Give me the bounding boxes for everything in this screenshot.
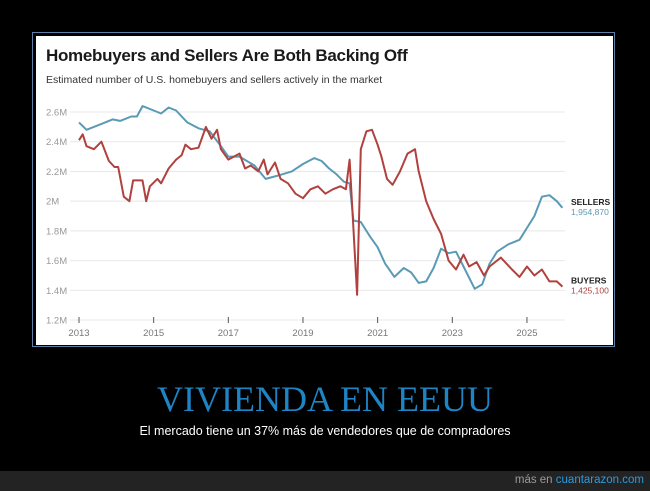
footer-bar: más en cuantarazon.com (0, 471, 650, 491)
series-label: SELLERS (571, 197, 611, 207)
series-label: BUYERS (571, 276, 607, 286)
chart-subtitle: Estimated number of U.S. homebuyers and … (46, 74, 383, 86)
site-link[interactable]: cuantarazon.com (555, 474, 644, 486)
series-line-buyers (78, 125, 564, 296)
line-chart: 1.2M 1.4M 1.6M 1.8M 2M 2.2M 2.4M 2.6M 2013 2015 20… (46, 105, 611, 339)
x-tick-label: 2025 (516, 328, 537, 339)
x-tick-label: 2019 (292, 328, 313, 339)
y-tick-label: 1.2M (46, 316, 67, 327)
x-tick-label: 2013 (68, 328, 89, 339)
x-tick-label: 2015 (143, 328, 164, 339)
footer-text: más en cuantarazon.com (515, 474, 644, 486)
x-tick-label: 2023 (442, 328, 463, 339)
headline: VIVIENDA EN EEUU (157, 379, 493, 419)
y-tick-label: 2.2M (46, 167, 67, 178)
series-end-value: 1,954,870 (571, 207, 609, 217)
y-tick-label: 1.6M (46, 256, 67, 267)
footer-prefix: más en (514, 474, 553, 486)
y-tick-label: 1.8M (46, 226, 67, 237)
y-tick-label: 2.6M (46, 108, 67, 119)
chart-title: Homebuyers and Sellers Are Both Backing … (46, 46, 408, 65)
y-tick-label: 2M (46, 197, 59, 208)
x-tick-label: 2017 (218, 328, 239, 339)
caption: El mercado tiene un 37% más de vendedore… (139, 424, 511, 438)
y-tick-label: 1.4M (46, 286, 67, 297)
chart-card: Homebuyers and Sellers Are Both Backing … (36, 36, 613, 345)
series-end-value: 1,425,100 (571, 286, 609, 296)
y-tick-label: 2.4M (46, 137, 67, 148)
series-line-sellers (78, 105, 564, 290)
x-tick-label: 2021 (367, 328, 388, 339)
